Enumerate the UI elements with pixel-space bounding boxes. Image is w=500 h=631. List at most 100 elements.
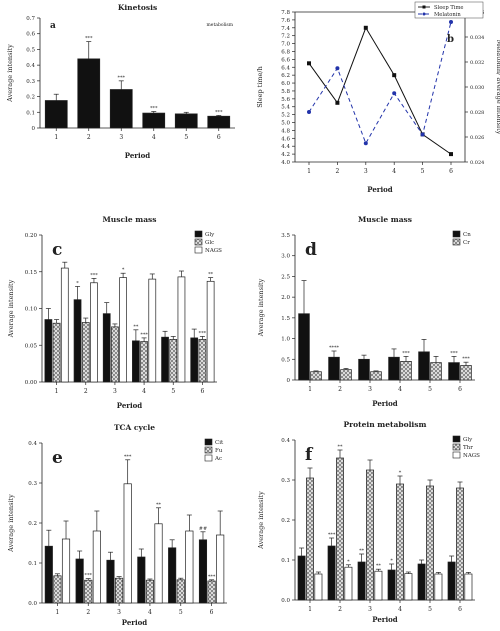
legend: Cn Cr (452, 230, 471, 246)
y-axis-title: Average intensity (257, 491, 265, 550)
x-axis-title: Period (122, 618, 148, 627)
legend-marker (422, 5, 426, 9)
significance-mark: *** (402, 350, 410, 356)
bar-f-s0-3 (387, 569, 396, 601)
bar-d-s0-5 (448, 362, 460, 381)
y-tick-label: 0.05 (25, 343, 38, 349)
plot-area-d: 0 0.5 1.0 1.5 2.0 2.5 3.0 3.5 Average intensity P… (257, 215, 475, 408)
x-axis-title: Period (372, 615, 398, 624)
x-tick-label: 2 (338, 386, 342, 393)
panel-letter: c (52, 240, 62, 260)
legend-label: Cn (463, 232, 471, 238)
y-tick-label: 7.2 (281, 34, 290, 40)
bar-d-s0-0 (298, 313, 310, 381)
significance-mark: * (347, 559, 350, 565)
chart-title: Kinetosis (118, 3, 157, 12)
x-tick-label: 4 (148, 609, 152, 616)
legend-label: Sleep Time (434, 5, 463, 11)
plot-area-f: 0.0 0.1 0.2 0.3 0.4 Average intensity Period Pr… (257, 420, 480, 624)
legend-label: Gly (205, 232, 215, 238)
y-tick-label: 4.4 (281, 144, 290, 150)
legend-label: Glc (205, 240, 214, 246)
bar-d-s0-4 (418, 351, 430, 381)
panel-letter: e (52, 448, 63, 468)
data-point (392, 91, 397, 96)
y2-tick-label: 0.028 (470, 110, 484, 116)
bar-c-s0-2 (102, 313, 111, 383)
y-tick-label: 0.10 (25, 307, 38, 313)
significance-mark: * (399, 470, 402, 476)
bar-e-s1-0 (53, 575, 62, 604)
plot-area-a: 0 0.1 0.2 0.3 0.4 0.5 0.6 0.7 Average intensity P… (6, 3, 235, 160)
data-point (335, 66, 340, 71)
y-tick-label: 1.5 (281, 316, 290, 322)
x-tick-label: 1 (308, 606, 312, 613)
legend-swatch (452, 230, 461, 238)
bar-f-s0-0 (297, 555, 306, 601)
bar-a-s0-5 (207, 115, 231, 129)
chart-panel-f: 0.0 0.1 0.2 0.3 0.4 Average intensity Period Pr… (250, 415, 500, 631)
y-tick-label: 5.8 (281, 89, 290, 95)
x-tick-label: 6 (217, 134, 221, 141)
chart-panel-b: 4.0 4.2 4.4 4.6 4.8 5.0 5.2 5.4 5.6 5.8 6.0 6.2 6.4 6… (250, 0, 500, 205)
x-tick-label: 3 (117, 609, 121, 616)
significance-mark: **** (329, 345, 340, 351)
y-tick-label: 7.8 (281, 10, 290, 16)
significance-mark: ** (208, 272, 214, 278)
y2-tick-label: 0.032 (470, 60, 484, 66)
y2-tick-label: 0.024 (470, 160, 484, 166)
chart-svg-a: 0 0.1 0.2 0.3 0.4 0.5 0.6 0.7 Average intensity P… (6, 3, 235, 160)
significance-mark: *** (199, 330, 207, 336)
bar-e-s0-2 (106, 559, 115, 604)
bar-a-s0-2 (109, 89, 133, 129)
chart-title: TCA cycle (114, 423, 155, 432)
x-tick-label: 2 (338, 606, 342, 613)
x-tick-label: 6 (449, 168, 453, 175)
bar-c-s2-5 (206, 280, 215, 383)
x-tick-label: 1 (56, 609, 60, 616)
x-tick-label: 3 (113, 388, 117, 395)
bar-a-s0-1 (77, 58, 101, 129)
bar-f-s2-5 (464, 573, 473, 601)
chart-title: Muscle mass (102, 215, 156, 224)
chart-title: Muscle mass (358, 215, 412, 224)
x-tick-label: 4 (398, 386, 402, 393)
bar-c-s0-5 (190, 337, 199, 383)
bar-e-s2-3 (154, 523, 163, 604)
chart-svg-e: 0.0 0.1 0.2 0.3 0.4 Average intensity Period TC… (7, 423, 227, 627)
plot-area-e: 0.0 0.1 0.2 0.3 0.4 Average intensity Period TC… (7, 423, 227, 627)
legend-label: NAGS (205, 248, 222, 254)
y-axis-title: Average intensity (7, 494, 15, 553)
bar-e-s2-1 (92, 530, 101, 604)
bar-f-s0-5 (447, 561, 456, 601)
significance-mark: *** (150, 106, 158, 112)
chart-svg-d: 0 0.5 1.0 1.5 2.0 2.5 3.0 3.5 Average intensity P… (257, 215, 475, 408)
x-axis-title: Period (372, 399, 398, 408)
data-point (420, 132, 425, 137)
legend-label: Gly (463, 437, 473, 443)
x-tick-label: 5 (428, 606, 432, 613)
x-axis-title: Period (367, 185, 393, 194)
bar-c-s2-1 (90, 282, 98, 383)
y-tick-label: 5.0 (281, 121, 290, 127)
x-tick-label: 6 (458, 606, 462, 613)
x-tick-label: 5 (171, 388, 175, 395)
bar-c-s2-4 (177, 276, 186, 383)
series-line-1 (308, 21, 452, 145)
legend-swatch (194, 238, 203, 246)
legend-swatch (452, 451, 461, 459)
significance-mark: ** (359, 548, 365, 554)
legend-label: Melatonin (434, 12, 461, 18)
y-tick-label: 0 (32, 126, 36, 132)
x-tick-label: 3 (368, 386, 372, 393)
bar-c-s1-4 (169, 339, 178, 383)
chart-title: Protein metabolism (344, 420, 427, 429)
significance-mark: *** (118, 75, 126, 81)
y-tick-label: 4.8 (281, 128, 290, 134)
y-tick-label: 0.4 (26, 63, 35, 69)
bar-c-s1-3 (140, 341, 148, 383)
bar-f-s2-4 (434, 573, 443, 601)
x-tick-label: 2 (335, 168, 339, 175)
legend-swatch (204, 454, 213, 462)
legend-swatch (452, 435, 461, 443)
